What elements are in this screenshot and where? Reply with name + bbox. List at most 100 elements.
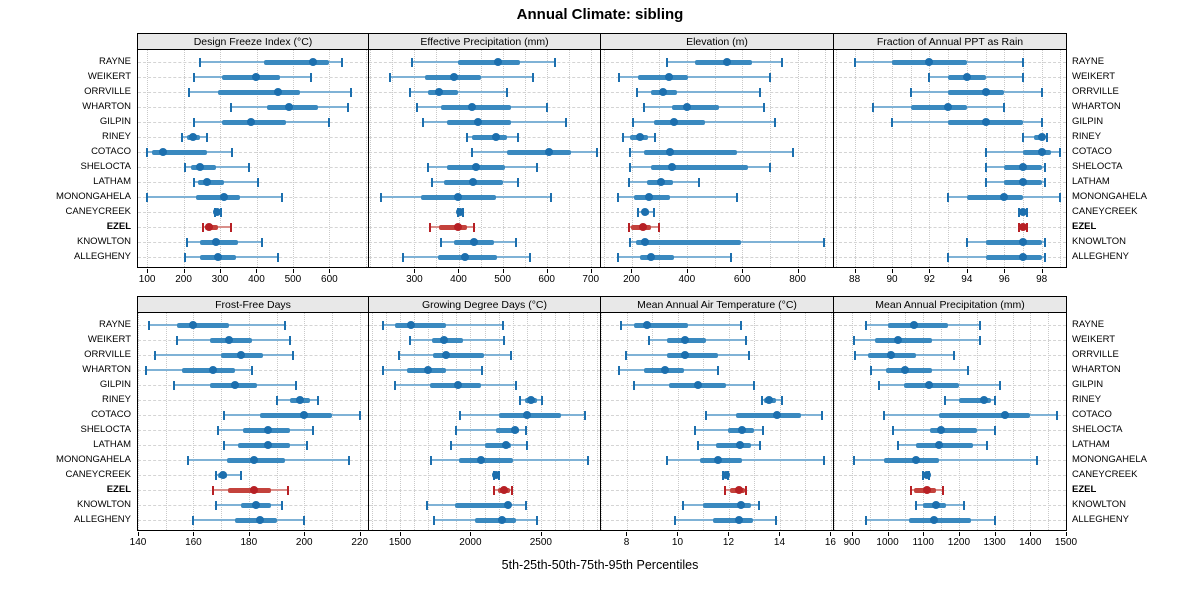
gridline-vertical bbox=[923, 313, 925, 530]
iqr-bar-25-75 bbox=[176, 322, 230, 328]
whisker-cap bbox=[616, 252, 619, 262]
whisker-cap bbox=[1044, 177, 1047, 187]
median-dot bbox=[922, 486, 931, 494]
median-dot bbox=[1018, 238, 1027, 246]
gridline-horizontal bbox=[834, 475, 1066, 476]
whisker-cap bbox=[458, 410, 461, 420]
gridline-horizontal bbox=[834, 242, 1066, 243]
site-label-gilpin: GILPIN bbox=[99, 379, 131, 390]
iqr-bar-25-75 bbox=[671, 104, 719, 110]
whisker-cap bbox=[425, 500, 428, 510]
median-dot bbox=[660, 366, 669, 374]
median-dot bbox=[503, 501, 512, 509]
whisker-cap bbox=[1021, 57, 1024, 67]
gridline-vertical bbox=[1012, 313, 1014, 530]
site-label-knowlton: KNOWLTON bbox=[1072, 499, 1127, 510]
whisker-cap bbox=[310, 72, 313, 82]
median-dot bbox=[935, 441, 944, 449]
axis-tick bbox=[887, 532, 889, 536]
whisker-cap bbox=[633, 380, 636, 390]
axis-tick-label: 2500 bbox=[529, 537, 552, 548]
median-dot bbox=[962, 73, 971, 81]
median-dot bbox=[225, 336, 234, 344]
gridline-vertical bbox=[385, 313, 387, 530]
median-dot bbox=[264, 426, 273, 434]
median-dot bbox=[511, 426, 520, 434]
whisker-cap bbox=[1021, 72, 1024, 82]
median-dot bbox=[667, 163, 676, 171]
iqr-bar-25-75 bbox=[427, 89, 459, 95]
median-dot bbox=[681, 351, 690, 359]
whisker-cap bbox=[774, 515, 777, 525]
axis-tick-label: 94 bbox=[961, 274, 973, 285]
whisker-cap bbox=[173, 380, 176, 390]
gridline-vertical bbox=[365, 50, 367, 267]
gridline-vertical bbox=[590, 50, 592, 267]
gridline-vertical bbox=[546, 50, 548, 267]
whisker-cap bbox=[698, 177, 701, 187]
whisker-cap bbox=[752, 380, 755, 390]
gridline-vertical bbox=[221, 313, 223, 530]
whisker-5-95 bbox=[455, 429, 527, 431]
gridline-vertical bbox=[304, 313, 306, 530]
median-dot bbox=[1018, 163, 1027, 171]
whisker-cap bbox=[286, 485, 289, 495]
whisker-cap bbox=[730, 252, 733, 262]
median-dot bbox=[492, 471, 501, 479]
panel-mean-annual-precipitation-mm: Mean Annual Precipitation (mm) bbox=[833, 296, 1067, 532]
whisker-cap bbox=[909, 485, 912, 495]
iqr-bar-25-75 bbox=[985, 239, 1042, 245]
median-dot bbox=[308, 58, 317, 66]
gridline-vertical bbox=[1023, 50, 1024, 267]
gridline-vertical bbox=[183, 50, 185, 267]
axis-tick-label: 160 bbox=[185, 537, 202, 548]
whisker-cap bbox=[283, 320, 286, 330]
gridline-vertical bbox=[887, 313, 889, 530]
gridline-horizontal bbox=[138, 370, 368, 371]
median-dot bbox=[522, 411, 531, 419]
gridline-horizontal bbox=[138, 152, 368, 153]
axis-tick-label: 1400 bbox=[1019, 537, 1042, 548]
whisker-cap bbox=[192, 515, 195, 525]
whisker-cap bbox=[422, 117, 425, 127]
whisker-cap bbox=[629, 162, 632, 172]
site-label-weikert: WEIKERT bbox=[87, 71, 131, 82]
median-dot bbox=[656, 178, 665, 186]
gridline-vertical bbox=[854, 50, 856, 267]
axis-tick-label: 100 bbox=[138, 274, 156, 285]
median-dot bbox=[158, 148, 167, 156]
axis-tick bbox=[742, 269, 744, 273]
gridline-vertical bbox=[502, 50, 504, 267]
axis-tick-label: 140 bbox=[129, 537, 147, 548]
median-dot bbox=[236, 351, 245, 359]
whisker-cap bbox=[617, 365, 620, 375]
panel-title: Fraction of Annual PPT as Rain bbox=[833, 33, 1067, 50]
whisker-cap bbox=[328, 117, 331, 127]
gridline-vertical bbox=[601, 313, 602, 530]
gridline-horizontal bbox=[138, 400, 368, 401]
x-axis-caption: 5th-25th-50th-75th-95th Percentiles bbox=[501, 558, 699, 572]
gridline-vertical bbox=[568, 50, 570, 267]
axis-tick-label: 600 bbox=[733, 274, 751, 285]
site-label-gilpin: GILPIN bbox=[99, 116, 131, 127]
median-dot bbox=[1018, 178, 1027, 186]
site-label-orrville: ORRVILLE bbox=[1072, 86, 1119, 97]
axis-tick bbox=[994, 532, 996, 536]
axis-tick bbox=[590, 269, 592, 273]
median-dot bbox=[439, 336, 448, 344]
median-dot bbox=[738, 426, 747, 434]
whisker-cap bbox=[411, 57, 414, 67]
whisker-cap bbox=[681, 500, 684, 510]
whisker-cap bbox=[515, 380, 518, 390]
iqr-bar-25-75 bbox=[653, 119, 705, 125]
gridline-vertical bbox=[138, 313, 139, 530]
whisker-cap bbox=[198, 57, 201, 67]
whisker-cap bbox=[596, 147, 599, 157]
panel-title: Mean Annual Precipitation (mm) bbox=[833, 296, 1067, 313]
iqr-bar-25-75 bbox=[966, 194, 1023, 200]
iqr-bar-25-75 bbox=[218, 89, 301, 95]
median-dot bbox=[912, 456, 921, 464]
iqr-bar-25-75 bbox=[667, 352, 719, 358]
whisker-cap bbox=[854, 350, 857, 360]
median-dot bbox=[474, 118, 483, 126]
